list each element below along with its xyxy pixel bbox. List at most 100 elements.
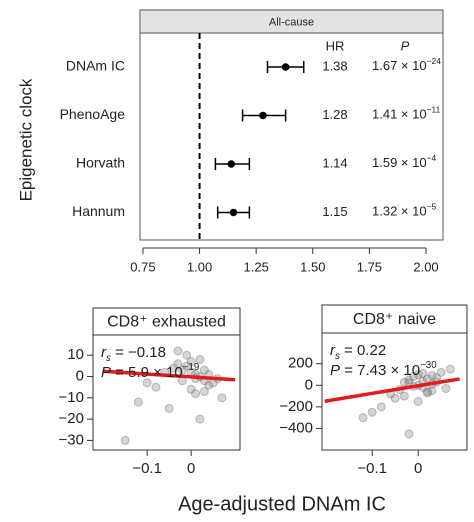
hr-point xyxy=(281,63,290,71)
x-tick-label: 1.50 xyxy=(300,259,325,274)
scatter-point xyxy=(142,378,152,388)
x-tick-label: −0.1 xyxy=(132,460,162,477)
scatter-point xyxy=(418,368,428,378)
stat-annotation-part: = −0.18 xyxy=(111,344,166,361)
p-annotation-part: = 5.9 × 10 xyxy=(111,364,183,381)
scatter-point xyxy=(195,414,205,424)
p-label-part: 1.41 × 10 xyxy=(372,107,427,122)
scatter-point xyxy=(441,384,451,394)
x-tick-label: 0 xyxy=(187,460,195,477)
panel-title: CD8⁺ naive xyxy=(353,311,436,328)
panel-title: All-cause xyxy=(269,16,314,28)
p-annotation: P = 7.43 × 10−30 xyxy=(330,360,437,379)
scatter-point xyxy=(173,346,183,356)
hr-point xyxy=(229,208,238,217)
scatter-point xyxy=(217,393,227,403)
scatter-point xyxy=(436,367,446,377)
scatter-point xyxy=(173,359,183,369)
hr-header: HR xyxy=(326,38,345,53)
scatter-point xyxy=(413,370,423,380)
x-tick-label: 1.25 xyxy=(244,259,269,274)
y-tick-label: −400 xyxy=(279,419,313,436)
scatter-point xyxy=(399,377,409,387)
category-label: DNAm IC xyxy=(66,58,125,74)
hr-label: 1.14 xyxy=(322,155,347,170)
p-label: 1.67 × 10−24 xyxy=(372,56,441,73)
y-tick-label: −10 xyxy=(59,389,84,406)
scatter-point xyxy=(199,386,209,396)
y-tick-label: 0 xyxy=(305,376,313,393)
stat-annotation-part: r xyxy=(330,342,336,359)
hr-label: 1.15 xyxy=(322,204,347,219)
scatter-point xyxy=(409,372,419,382)
x-tick-label: 0 xyxy=(414,460,422,477)
p-annotation-part: −19 xyxy=(183,362,200,373)
scatter-point xyxy=(422,387,432,397)
x-tick-label: 2.00 xyxy=(413,259,438,274)
scatter-point xyxy=(133,397,143,407)
x-tick-label: 0.75 xyxy=(130,259,155,274)
p-label: 1.41 × 10−11 xyxy=(372,105,441,122)
hr-label: 1.28 xyxy=(322,107,347,122)
stat-annotation: rs = 0.22 xyxy=(330,342,386,362)
y-tick-label: −30 xyxy=(59,431,84,448)
p-label-part: −11 xyxy=(427,105,441,115)
hr-point xyxy=(259,111,267,120)
scatter-point xyxy=(367,407,377,417)
scatter-point xyxy=(358,413,368,423)
y-axis-label: Epigenetic clock xyxy=(16,78,35,201)
scatter-point xyxy=(422,388,432,398)
p-label-part: 1.59 × 10 xyxy=(372,155,427,170)
scatter-point xyxy=(427,371,437,381)
category-label: Horvath xyxy=(76,155,125,171)
p-label: 1.32 × 10−5 xyxy=(372,202,437,219)
p-label-part: −5 xyxy=(427,202,437,212)
y-tick-label: 0 xyxy=(76,367,84,384)
scatter-point xyxy=(182,350,192,360)
category-label: Hannum xyxy=(72,203,125,219)
p-label-part: −4 xyxy=(427,153,437,163)
x-tick-label: 1.75 xyxy=(357,259,382,274)
scatter-point xyxy=(186,384,196,394)
scatter-point xyxy=(404,375,414,385)
y-tick-label: −20 xyxy=(59,410,84,427)
scatter-point xyxy=(120,435,130,445)
p-annotation-part: P xyxy=(330,362,340,379)
panel-strip xyxy=(139,9,444,34)
stat-annotation-part: s xyxy=(335,351,340,362)
scatter-point xyxy=(413,396,423,406)
p-label-part: −24 xyxy=(427,56,442,66)
shared-x-label: Age-adjusted DNAm IC xyxy=(178,493,386,515)
scatter-point xyxy=(169,363,179,373)
stat-annotation-part: r xyxy=(101,344,107,361)
scatter-point xyxy=(177,365,187,375)
y-tick-label: 10 xyxy=(67,346,84,363)
scatter-point xyxy=(204,380,214,390)
scatter-point xyxy=(195,354,205,364)
stat-annotation-part: = 0.22 xyxy=(340,342,386,359)
hr-label: 1.38 xyxy=(322,58,347,73)
scatter-point xyxy=(186,357,196,367)
stat-annotation: rs = −0.18 xyxy=(101,344,166,364)
scatter-point xyxy=(151,382,161,392)
panel-strip xyxy=(92,307,241,336)
panel-title: CD8⁺ exhausted xyxy=(107,314,226,331)
hr-point xyxy=(227,160,236,168)
p-label-part: 1.67 × 10 xyxy=(372,58,427,73)
fit-line xyxy=(103,369,236,382)
p-header: P xyxy=(401,38,410,53)
p-label-part: 1.32 × 10 xyxy=(372,204,427,219)
scatter-point xyxy=(191,389,201,399)
p-annotation-part: = 7.43 × 10 xyxy=(340,362,420,379)
scatter-point xyxy=(376,402,386,412)
y-tick-label: 200 xyxy=(288,355,313,372)
scatter-point xyxy=(164,403,174,413)
p-label: 1.59 × 10−4 xyxy=(372,153,437,170)
scatter-point xyxy=(404,429,414,439)
p-annotation-part: P xyxy=(101,364,111,381)
scatter-point xyxy=(399,391,409,401)
x-tick-label: 1.00 xyxy=(187,259,212,274)
x-tick-label: −0.1 xyxy=(357,460,387,477)
p-annotation-part: −30 xyxy=(420,360,437,371)
